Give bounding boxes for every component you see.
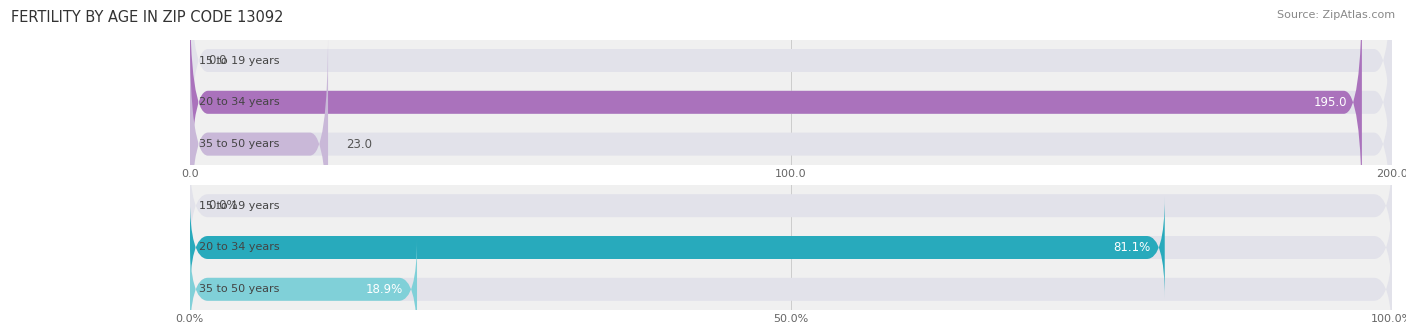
Text: 35 to 50 years: 35 to 50 years	[200, 284, 280, 294]
FancyBboxPatch shape	[190, 238, 418, 330]
FancyBboxPatch shape	[190, 154, 1392, 257]
Text: 18.9%: 18.9%	[366, 283, 402, 296]
Text: 20 to 34 years: 20 to 34 years	[200, 97, 280, 107]
Text: 35 to 50 years: 35 to 50 years	[200, 139, 280, 149]
FancyBboxPatch shape	[190, 196, 1392, 299]
Text: Source: ZipAtlas.com: Source: ZipAtlas.com	[1277, 10, 1395, 20]
Text: 195.0: 195.0	[1315, 96, 1347, 109]
FancyBboxPatch shape	[190, 0, 1392, 216]
Text: 20 to 34 years: 20 to 34 years	[200, 243, 280, 252]
FancyBboxPatch shape	[190, 30, 328, 258]
Text: 0.0: 0.0	[208, 54, 226, 67]
Text: 23.0: 23.0	[346, 138, 373, 150]
FancyBboxPatch shape	[190, 0, 1392, 174]
Text: 81.1%: 81.1%	[1114, 241, 1150, 254]
FancyBboxPatch shape	[190, 196, 1164, 299]
Text: 0.0%: 0.0%	[208, 199, 238, 212]
FancyBboxPatch shape	[190, 30, 1392, 258]
Text: 15 to 19 years: 15 to 19 years	[200, 201, 280, 211]
FancyBboxPatch shape	[190, 238, 1392, 330]
FancyBboxPatch shape	[190, 0, 1362, 216]
Text: FERTILITY BY AGE IN ZIP CODE 13092: FERTILITY BY AGE IN ZIP CODE 13092	[11, 10, 284, 25]
Text: 15 to 19 years: 15 to 19 years	[200, 55, 280, 65]
